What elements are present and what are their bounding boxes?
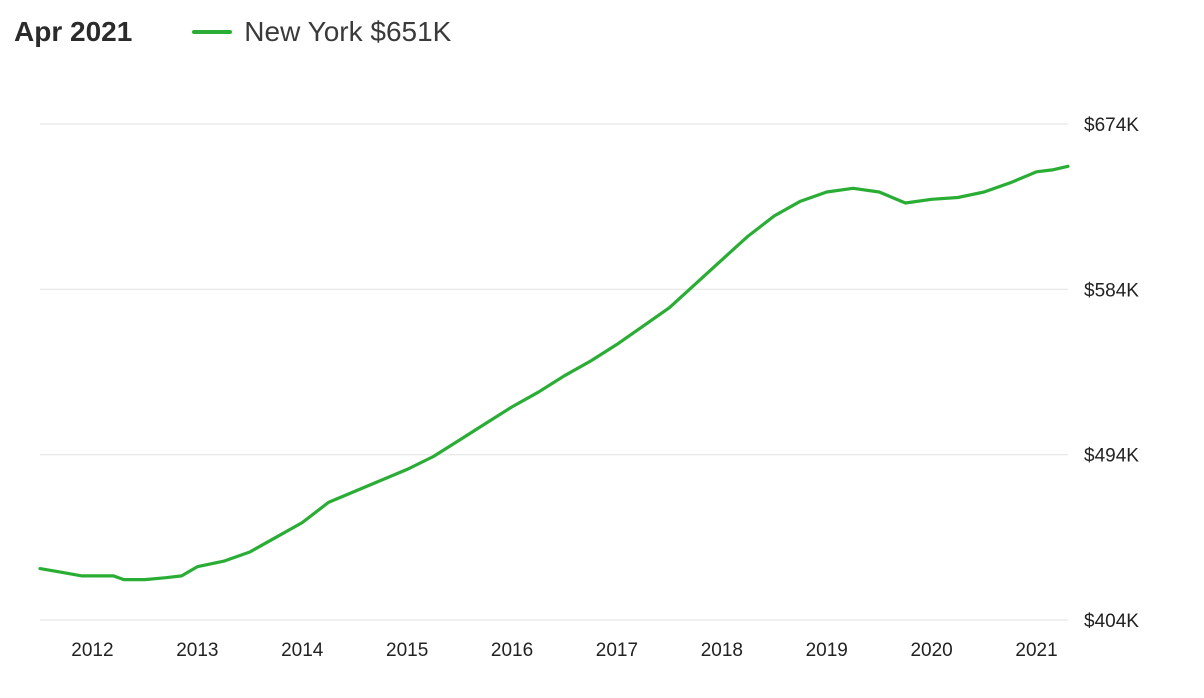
y-axis-ticks: $674K $584K $494K $404K [1084,115,1139,632]
series-line-new-york [38,164,1070,582]
x-tick-label: 2019 [806,640,848,661]
legend-swatch [192,30,233,34]
legend-entry: New York $651K [244,16,451,48]
x-tick-label: 2018 [701,640,743,661]
legend-series-name: New York [244,16,363,47]
x-tick-label: 2021 [1015,640,1057,661]
date-label: Apr 2021 [14,16,133,47]
x-tick-label: 2014 [281,640,324,661]
x-tick-label: 2013 [176,640,218,661]
x-axis-ticks: 2012 2013 2014 2015 2016 2017 2018 2019 2020 2021 [71,640,1057,661]
y-tick-label: $584K [1084,280,1139,301]
y-tick-label: $674K [1084,115,1139,136]
x-tick-label: 2012 [71,640,113,661]
y-tick-label: $494K [1084,446,1139,467]
series-layer [38,164,1070,582]
x-tick-label: 2020 [910,640,952,661]
chart-header: Apr 2021 New York $651K [14,10,451,54]
y-tick-label: $404K [1084,611,1139,632]
x-tick-label: 2015 [386,640,428,661]
x-tick-label: 2017 [596,640,638,661]
legend: New York $651K [192,16,451,48]
gridlines [40,123,1068,621]
x-tick-label: 2016 [491,640,533,661]
legend-series-value: $651K [370,16,452,47]
